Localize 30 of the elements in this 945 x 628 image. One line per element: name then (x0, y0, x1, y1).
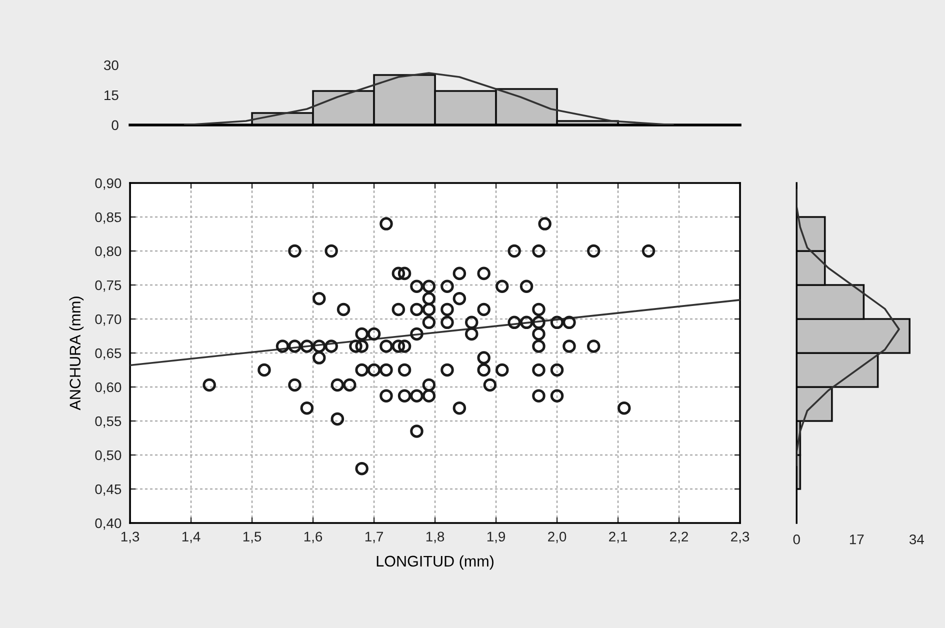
y-tick-label: 0,60 (95, 382, 122, 394)
x-tick-label: 2,0 (548, 532, 566, 544)
x-tick-label: 1,7 (365, 532, 383, 544)
x-tick-label: 1,5 (243, 532, 262, 544)
y-tick-label: 0,55 (95, 416, 122, 428)
y-tick-label: 0,40 (95, 518, 122, 530)
y-tick-label: 0,45 (95, 484, 122, 496)
x-tick-label: 1,6 (304, 532, 322, 544)
y-tick-label: 0,65 (95, 348, 122, 360)
x-tick-label: 1,9 (487, 532, 506, 544)
x-tick-label: 1,4 (182, 532, 200, 544)
x-tick-label: 1,3 (121, 532, 140, 544)
x-tick-label: 2,1 (609, 532, 628, 544)
y-tick-label: 0,50 (95, 450, 122, 462)
x-tick-label: 2,2 (670, 532, 688, 544)
y-tick-label: 0 (112, 120, 118, 130)
y-tick-label: 0,80 (95, 246, 122, 258)
x-tick-label: 34 (909, 534, 924, 544)
y-tick-label: 0,85 (95, 212, 122, 224)
y-tick-label: 0,70 (95, 314, 122, 326)
x-axis-title: LONGITUD (mm) (376, 555, 494, 570)
x-tick-label: 1,8 (426, 532, 444, 544)
x-tick-label: 2,3 (731, 532, 750, 544)
y-axis-title: ANCHURA (mm) (69, 296, 84, 410)
y-tick-label: 30 (104, 60, 118, 70)
y-tick-label: 0,90 (95, 178, 122, 190)
y-tick-label: 0,75 (95, 280, 122, 292)
y-tick-label: 15 (104, 90, 118, 100)
x-tick-label: 17 (850, 534, 864, 544)
x-tick-label: 0 (793, 534, 800, 544)
